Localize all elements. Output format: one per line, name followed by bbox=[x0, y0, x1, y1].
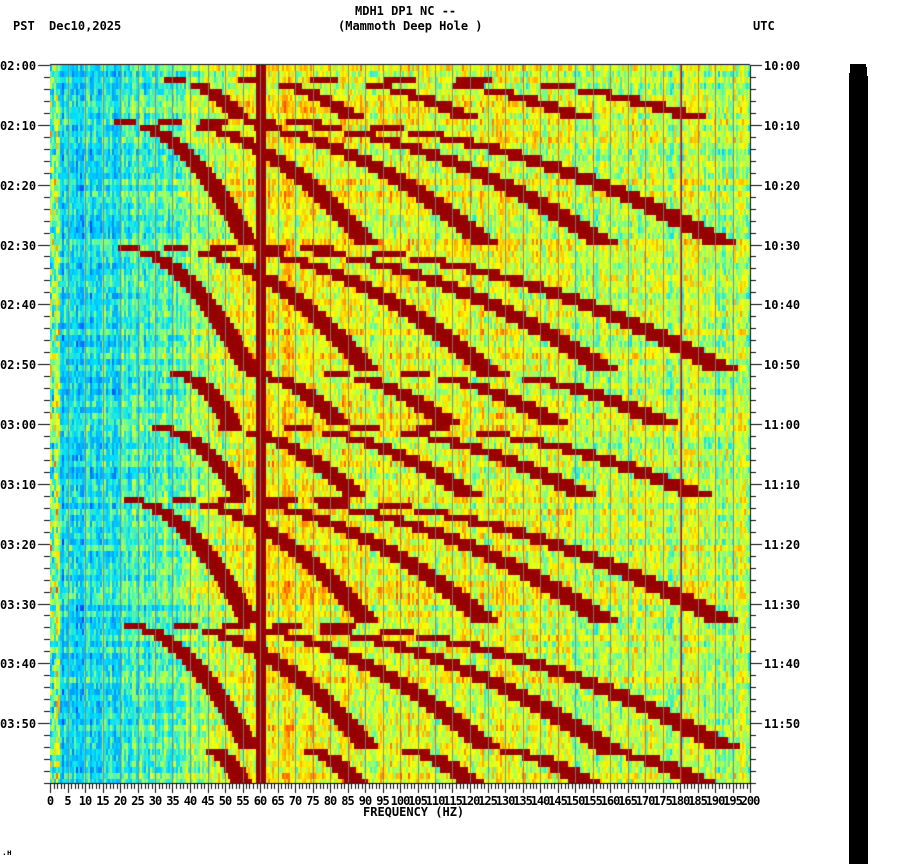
y-tick-label-right: 11:50 bbox=[764, 717, 801, 732]
x-tick-label: 25 bbox=[131, 794, 144, 808]
x-tick-label: 20 bbox=[113, 794, 127, 808]
y-tick-label-right: 11:00 bbox=[764, 418, 801, 432]
x-tick-label: 145 bbox=[548, 794, 568, 808]
x-tick-label: 200 bbox=[740, 794, 761, 808]
y-tick-label-left: 03:00 bbox=[0, 418, 37, 432]
x-tick-label: 0 bbox=[46, 794, 54, 808]
x-tick-label: 155 bbox=[583, 794, 603, 808]
x-tick-label: 15 bbox=[96, 794, 109, 808]
x-tick-label: 65 bbox=[271, 794, 284, 808]
x-tick-label: 195 bbox=[723, 794, 743, 808]
y-tick-label-right: 10:50 bbox=[764, 358, 801, 373]
y-tick-label-right: 11:30 bbox=[764, 597, 801, 612]
y-tick-label-left: 02:50 bbox=[0, 358, 37, 373]
x-tick-label: 110 bbox=[425, 794, 446, 808]
x-tick-label: 160 bbox=[600, 794, 621, 808]
x-tick-label: 10 bbox=[78, 794, 92, 808]
x-axis-title: FREQUENCY (HZ) bbox=[363, 805, 465, 819]
x-tick-label: 85 bbox=[341, 794, 354, 808]
x-tick-label: 5 bbox=[64, 794, 71, 808]
x-tick-label: 35 bbox=[166, 794, 179, 808]
x-tick-label: 100 bbox=[390, 794, 411, 808]
y-tick-label-right: 11:40 bbox=[764, 657, 801, 672]
y-tick-label-left: 02:10 bbox=[0, 118, 37, 133]
x-tick-label: 60 bbox=[253, 794, 267, 808]
x-tick-label: 185 bbox=[688, 794, 708, 808]
y-tick-label-right: 10:10 bbox=[764, 118, 801, 133]
x-tick-label: 95 bbox=[376, 794, 389, 808]
x-tick-label: 170 bbox=[635, 794, 656, 808]
x-tick-label: 55 bbox=[236, 794, 249, 808]
x-tick-label: 125 bbox=[478, 794, 498, 808]
y-tick-label-left: 02:30 bbox=[0, 238, 37, 253]
x-tick-label: 40 bbox=[183, 794, 197, 808]
x-tick-label: 120 bbox=[460, 794, 481, 808]
x-tick-label: 190 bbox=[705, 794, 726, 808]
y-tick-label-left: 03:50 bbox=[0, 717, 37, 732]
x-tick-label: 90 bbox=[358, 794, 372, 808]
x-tick-label: 150 bbox=[565, 794, 586, 808]
y-tick-label-left: 02:40 bbox=[0, 298, 37, 313]
y-tick-label-right: 10:00 bbox=[764, 59, 801, 73]
x-tick-label: 45 bbox=[201, 794, 214, 808]
x-tick-label: 75 bbox=[306, 794, 319, 808]
x-tick-label: 70 bbox=[288, 794, 302, 808]
y-tick-label-right: 10:40 bbox=[764, 298, 801, 313]
y-tick-label-left: 03:20 bbox=[0, 537, 37, 552]
x-tick-label: 135 bbox=[513, 794, 533, 808]
y-tick-label-right: 10:20 bbox=[764, 178, 801, 193]
x-tick-label: 30 bbox=[148, 794, 162, 808]
x-tick-label: 175 bbox=[653, 794, 673, 808]
x-tick-label: 50 bbox=[218, 794, 232, 808]
y-tick-label-left: 03:10 bbox=[0, 477, 37, 492]
y-tick-label-left: 03:40 bbox=[0, 657, 37, 672]
waveform-trace-bar bbox=[851, 64, 866, 783]
x-tick-label: 130 bbox=[495, 794, 516, 808]
y-tick-label-left: 03:30 bbox=[0, 597, 37, 612]
y-tick-label-left: 02:00 bbox=[0, 59, 37, 73]
y-tick-label-left: 02:20 bbox=[0, 178, 37, 193]
y-tick-label-right: 11:20 bbox=[764, 537, 801, 552]
footer-mark: .н bbox=[2, 848, 12, 857]
x-tick-label: 80 bbox=[323, 794, 337, 808]
x-tick-label: 115 bbox=[443, 794, 463, 808]
y-tick-label-right: 11:10 bbox=[764, 477, 801, 492]
x-tick-label: 140 bbox=[530, 794, 551, 808]
x-tick-label: 180 bbox=[670, 794, 691, 808]
y-tick-label-right: 10:30 bbox=[764, 238, 801, 253]
x-tick-label: 165 bbox=[618, 794, 638, 808]
x-tick-label: 105 bbox=[408, 794, 428, 808]
